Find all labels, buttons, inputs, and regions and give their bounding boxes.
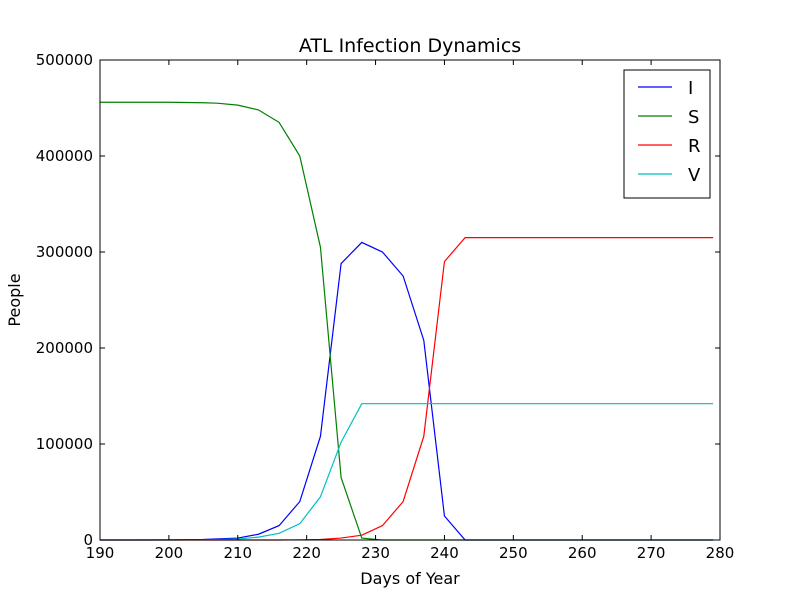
x-tick-label: 240 [430, 544, 459, 562]
x-tick-label: 230 [361, 544, 390, 562]
legend-label-v: V [688, 165, 701, 186]
chart-title: ATL Infection Dynamics [299, 35, 521, 57]
legend-box [623, 69, 711, 199]
plot-area [100, 60, 720, 540]
x-tick-label: 190 [86, 544, 115, 562]
y-tick-label: 500000 [36, 51, 93, 69]
x-tick-label: 210 [223, 544, 252, 562]
x-tick-label: 280 [706, 544, 735, 562]
y-tick-label: 400000 [36, 147, 93, 165]
y-tick-label: 0 [83, 531, 93, 549]
x-tick-label: 260 [568, 544, 597, 562]
legend-label-r: R [688, 136, 701, 157]
y-tick-label: 200000 [36, 339, 93, 357]
x-tick-label: 270 [637, 544, 666, 562]
series-line-s [100, 101, 714, 541]
x-tick-label: 250 [499, 544, 528, 562]
x-tick-label: 200 [155, 544, 184, 562]
y-axis-label: People [5, 273, 24, 326]
x-axis-label: Days of Year [360, 569, 460, 588]
y-tick-label: 100000 [36, 435, 93, 453]
legend-label-s: S [688, 107, 699, 128]
legend-label-i: I [688, 78, 693, 99]
x-tick-label: 220 [292, 544, 321, 562]
axis-layer: 190 200 210 220 230 240 250 260 270 280 0 100000 200… [36, 51, 735, 562]
y-tick-label: 300000 [36, 243, 93, 261]
plot-frame [99, 59, 721, 541]
